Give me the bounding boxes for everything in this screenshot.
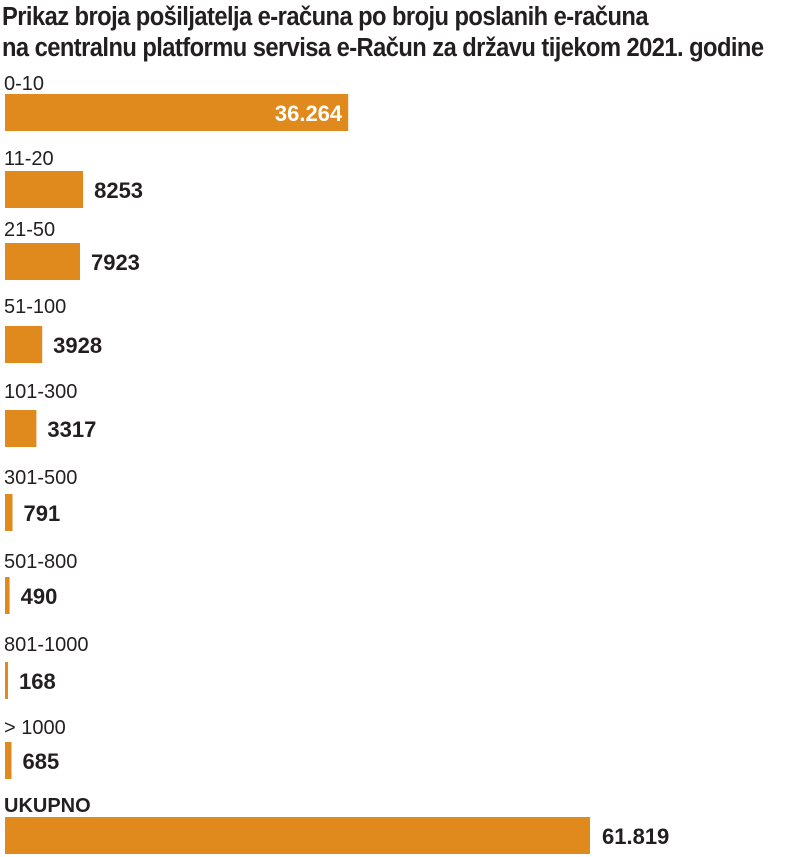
bar-51-100 xyxy=(5,326,43,363)
bar-21-50 xyxy=(5,243,80,280)
value-label-501-800: 490 xyxy=(21,584,58,609)
category-label-101-300: 101-300 xyxy=(4,381,77,403)
category-label-ukupno: UKUPNO xyxy=(4,795,91,817)
chart-title: Prikaz broja pošiljatelja e-računa po br… xyxy=(2,2,764,64)
bar-0-10 xyxy=(5,94,349,131)
chart-title-line-1: Prikaz broja pošiljatelja e-računa po br… xyxy=(2,3,649,31)
category-label-21-50: 21-50 xyxy=(4,219,55,241)
bar-101-300 xyxy=(5,410,37,447)
bar-gt-1000 xyxy=(5,742,12,779)
category-label-gt-1000: > 1000 xyxy=(4,717,66,739)
category-label-11-20: 11-20 xyxy=(4,148,54,170)
bar-ukupno xyxy=(5,817,590,854)
category-label-501-800: 501-800 xyxy=(4,551,77,573)
category-label-0-10: 0-10 xyxy=(4,73,44,95)
value-label-101-300: 3317 xyxy=(47,417,96,442)
bar-301-500 xyxy=(5,494,13,531)
value-label-21-50: 7923 xyxy=(91,250,140,275)
bar-801-1000 xyxy=(5,662,8,699)
value-label-51-100: 3928 xyxy=(53,333,102,358)
category-label-801-1000: 801-1000 xyxy=(4,634,89,656)
category-label-301-500: 301-500 xyxy=(4,467,77,489)
chart-title-line-2: na centralnu platformu servisa e-Račun z… xyxy=(2,34,764,62)
value-label-11-20: 8253 xyxy=(94,178,143,203)
value-label-ukupno: 61.819 xyxy=(602,824,669,849)
bar-501-800 xyxy=(5,577,10,614)
category-label-51-100: 51-100 xyxy=(4,296,66,318)
value-label-0-10: 36.264 xyxy=(275,101,343,126)
value-label-801-1000: 168 xyxy=(19,669,56,694)
value-label-301-500: 791 xyxy=(23,501,60,526)
value-label-gt-1000: 685 xyxy=(22,749,59,774)
bar-11-20 xyxy=(5,171,84,208)
